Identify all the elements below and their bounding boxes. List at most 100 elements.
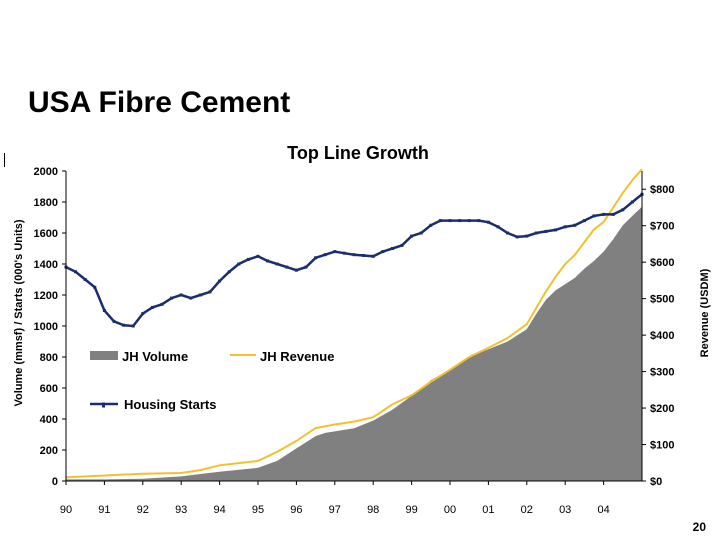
housing-starts-point [429,223,433,227]
housing-starts-point [227,270,231,274]
housing-starts-point [506,231,510,235]
y-tick-label: 0 [52,476,58,488]
y-tick-label: 1200 [34,290,58,302]
jh-volume-area [66,206,642,481]
x-tick-label: 01 [482,504,494,516]
housing-starts-point [112,319,116,323]
x-tick-label: 93 [175,504,187,516]
housing-starts-point [458,219,462,223]
y2-tick-label: $200 [650,403,674,415]
housing-starts-point [237,262,241,266]
y2-tick-label: $700 [650,221,674,233]
housing-starts-point [294,268,298,272]
y-tick-label: 1800 [34,197,58,209]
y-tick-label: 800 [40,352,58,364]
x-tick-label: 99 [405,504,417,516]
housing-starts-point [189,296,193,300]
x-tick-label: 92 [137,504,149,516]
slide-title: USA Fibre Cement [28,86,291,119]
housing-starts-point [515,235,519,239]
housing-starts-point [83,278,87,281]
y2-tick-label: $800 [650,184,674,196]
page-number: 20 [692,520,706,534]
x-tick-label: 96 [290,504,302,516]
y2-tick-label: $100 [650,440,674,452]
housing-starts-point [525,234,529,238]
legend-swatch-jh-volume [90,351,118,360]
housing-starts-point [381,250,385,254]
housing-starts-point [246,257,250,261]
housing-starts-point [563,225,567,229]
housing-starts-point [266,259,270,263]
x-tick-label: 04 [597,504,609,516]
x-tick-label: 97 [329,504,341,516]
x-tick-label: 03 [559,504,571,516]
housing-starts-point [74,270,78,274]
housing-starts-point [554,228,558,232]
legend-label-housing-starts: Housing Starts [124,397,216,412]
y-tick-label: 1600 [34,228,58,240]
housing-starts-point [150,305,154,309]
y-tick-label: 600 [40,383,58,395]
x-tick-label: 90 [60,504,72,516]
housing-starts-point [314,256,318,260]
housing-starts-point [534,231,538,235]
chart-title: Top Line Growth [287,143,429,163]
legend-marker-housing-starts [102,402,105,408]
housing-starts-point [304,265,308,269]
x-tick-label: 98 [367,504,379,516]
housing-starts-point [621,208,625,212]
housing-starts-point [256,254,260,258]
y-tick-label: 400 [40,414,58,426]
housing-starts-point [477,219,481,223]
housing-starts-point [342,251,346,255]
housing-starts-point [131,324,135,328]
housing-starts-point [160,302,164,306]
housing-starts-point [630,200,634,204]
housing-starts-point [141,312,145,316]
housing-starts-point [170,296,174,300]
housing-starts-point [122,323,126,327]
y2-tick-label: $500 [650,294,674,306]
y2-tick-label: $0 [650,476,662,488]
y-tick-label: 1400 [34,259,58,271]
housing-starts-point [218,279,222,283]
housing-starts-point [448,219,452,223]
y2-tick-label: $600 [650,257,674,269]
housing-starts-point [438,219,442,223]
housing-starts-point [410,234,414,238]
jh-revenue-line [65,168,643,479]
housing-starts-point [179,293,183,297]
housing-starts-point [400,243,404,247]
y-tick-label: 2000 [34,166,58,178]
housing-starts-point [419,231,423,235]
y-tick-label: 200 [40,445,58,457]
housing-starts-point [362,254,366,257]
housing-starts-point [544,229,548,233]
housing-starts-point [390,247,394,250]
housing-starts-point [496,225,500,229]
y2-axis-label: Revenue (USDM) [699,268,711,357]
housing-starts-point [602,212,606,216]
housing-starts-point [102,309,106,312]
housing-starts-point [333,250,337,254]
x-tick-label: 00 [444,504,456,516]
housing-starts-point [592,214,596,218]
housing-starts-point [611,212,615,216]
legend-label-jh-volume: JH Volume [122,349,188,364]
housing-starts-point [323,253,327,257]
housing-starts-point [275,262,279,266]
housing-starts-point [208,290,212,294]
x-tick-label: 91 [98,504,110,516]
housing-starts-point [93,285,97,289]
housing-starts-point [285,265,289,269]
legend-label-jh-revenue: JH Revenue [260,349,334,364]
housing-starts-point [467,219,471,223]
y-tick-label: 1000 [34,321,58,333]
left-edge-tick [4,153,5,167]
y2-tick-label: $400 [650,330,674,342]
housing-starts-point [582,219,586,223]
housing-starts-point [198,293,202,297]
y2-tick-label: $300 [650,367,674,379]
